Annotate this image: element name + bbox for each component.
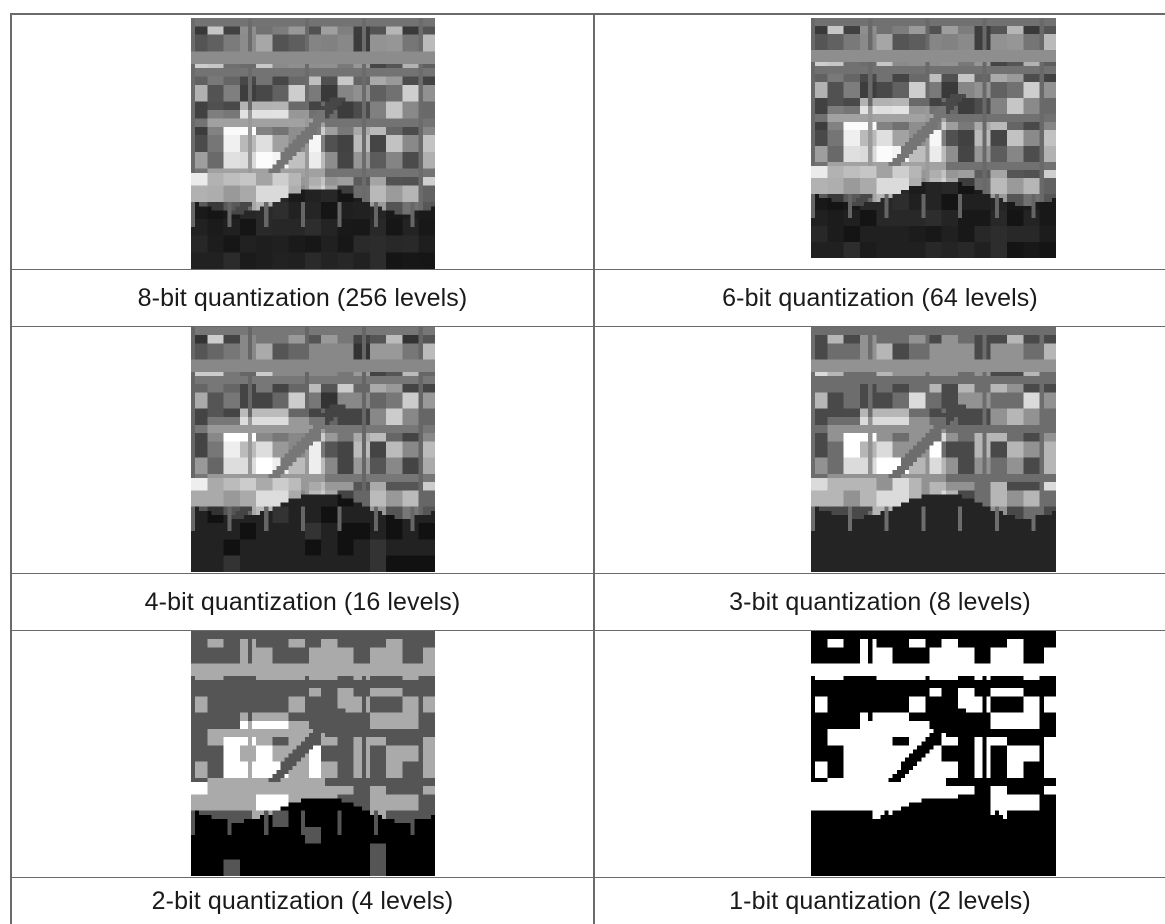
aerial-photo <box>811 18 1056 258</box>
table-divider-row2-top <box>10 573 1165 574</box>
image-2bit <box>191 631 435 876</box>
caption-4bit: 4-bit quantization (16 levels) <box>12 574 593 630</box>
table-divider-row1-top <box>10 269 1165 270</box>
image-1bit <box>811 631 1056 876</box>
table-border-left <box>10 13 12 924</box>
table-border-top <box>10 13 1165 15</box>
table-divider-row3-top <box>10 877 1165 878</box>
aerial-photo <box>191 631 435 876</box>
aerial-photo <box>191 18 435 269</box>
caption-8bit: 8-bit quantization (256 levels) <box>12 270 593 326</box>
aerial-photo <box>811 327 1056 572</box>
caption-6bit: 6-bit quantization (64 levels) <box>595 270 1165 326</box>
image-3bit <box>811 327 1056 572</box>
table-divider-row1-bottom <box>10 326 1165 327</box>
caption-1bit: 1-bit quantization (2 levels) <box>595 878 1165 924</box>
caption-3bit: 3-bit quantization (8 levels) <box>595 574 1165 630</box>
image-6bit <box>811 18 1056 258</box>
table-divider-vertical <box>593 13 595 924</box>
table-divider-row2-bottom <box>10 630 1165 631</box>
image-8bit <box>191 18 435 269</box>
caption-2bit: 2-bit quantization (4 levels) <box>12 878 593 924</box>
image-4bit <box>191 327 435 572</box>
aerial-photo <box>191 327 435 572</box>
aerial-photo <box>811 631 1056 876</box>
